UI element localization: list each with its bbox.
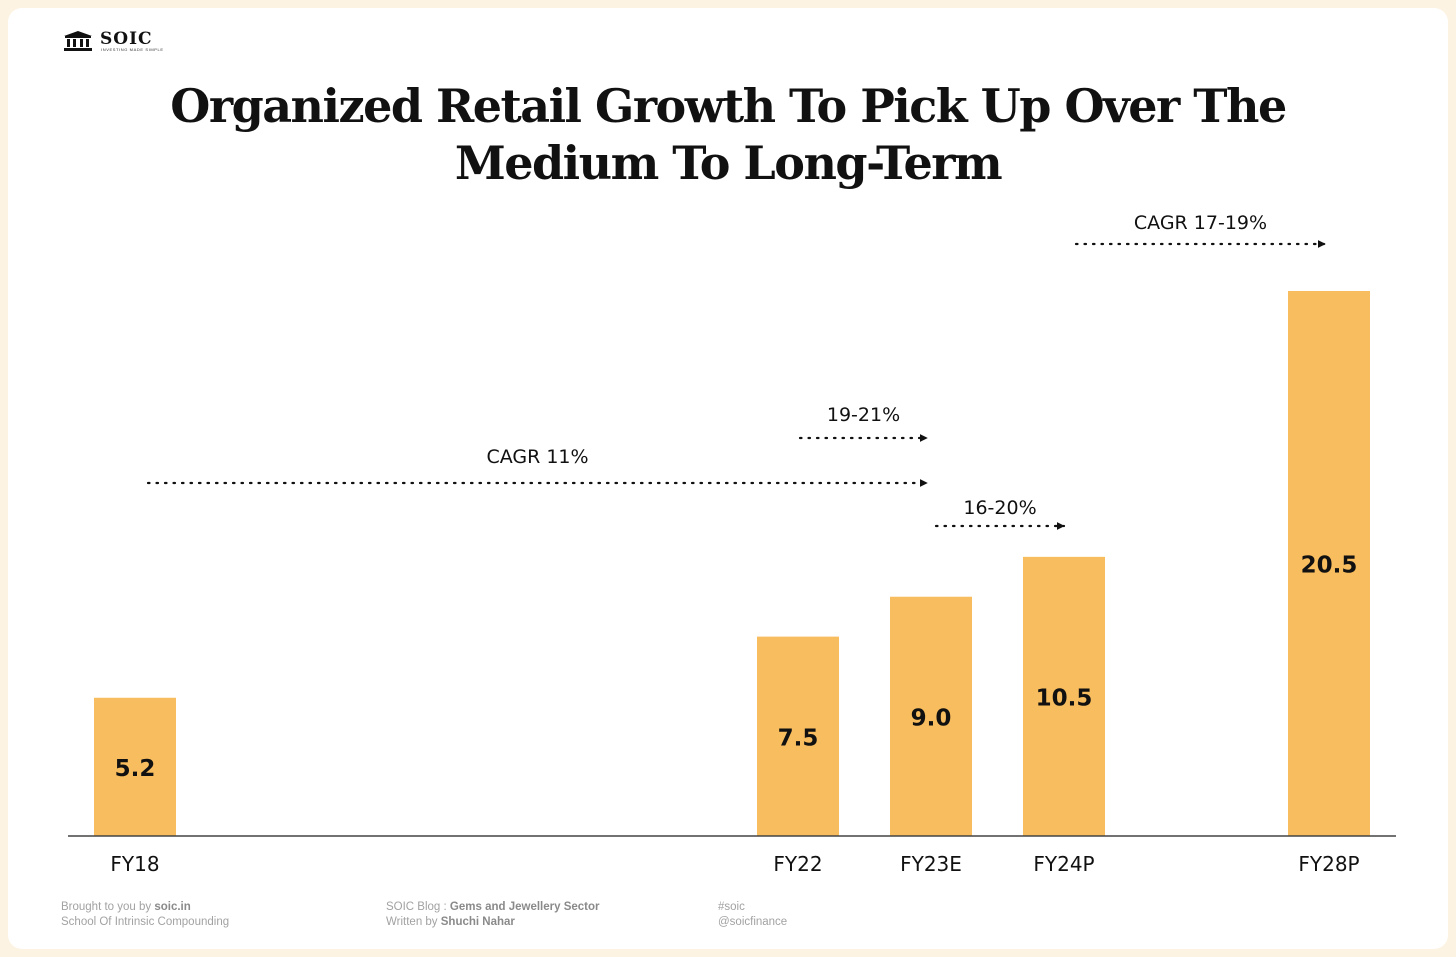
x-tick-label-fy24p: FY24P: [1033, 852, 1094, 876]
cagr-annotation-label-2: 19-21%: [827, 404, 900, 426]
cagr-annotation-label-3: 16-20%: [963, 497, 1036, 519]
bar-fy18: [94, 697, 176, 836]
footer-credit-prefix: Brought to you by: [61, 901, 155, 913]
cagr-annotation-label-1: CAGR 11%: [486, 446, 588, 468]
chart-title-line-1: Organized Retail Growth To Pick Up Over …: [170, 79, 1287, 133]
data-label-fy23e: 9.0: [911, 705, 952, 731]
footer-blog-prefix: SOIC Blog :: [386, 901, 450, 913]
footer-site-link[interactable]: soic.in: [154, 901, 191, 913]
bar-fy24p: [1023, 556, 1105, 836]
footer-handle[interactable]: @soicfinance: [718, 916, 788, 928]
x-tick-label-fy23e: FY23E: [900, 852, 962, 876]
chart-title: Organized Retail Growth To Pick Up Over …: [0, 78, 1456, 192]
x-tick-label-fy22: FY22: [773, 852, 822, 876]
x-tick-label-fy28p: FY28P: [1298, 852, 1359, 876]
chart-title-line-2: Medium To Long-Term: [454, 136, 1003, 190]
footer-hashtag[interactable]: #soic: [718, 901, 745, 913]
footer-author: Shuchi Nahar: [440, 916, 515, 928]
data-label-fy18: 5.2: [115, 756, 156, 782]
data-label-fy28p: 20.5: [1301, 553, 1358, 579]
footer-social: #soic @soicfinance: [718, 900, 787, 930]
footer-blog-topic: Gems and Jewellery Sector: [449, 901, 600, 913]
footer-blog: SOIC Blog : Gems and Jewellery Sector Wr…: [386, 900, 600, 930]
building-icon: [64, 31, 92, 51]
footer-credit: Brought to you by soic.in School Of Intr…: [61, 900, 229, 930]
bar-fy28p: [1288, 291, 1370, 836]
data-label-fy22: 7.5: [778, 725, 819, 751]
footer-school-name: School Of Intrinsic Compounding: [61, 916, 230, 928]
data-label-fy24p: 10.5: [1036, 685, 1093, 711]
cagr-annotation-label-4: CAGR 17-19%: [1134, 212, 1267, 234]
bar-fy22: [757, 636, 839, 836]
footer-written-by: Written by: [386, 916, 441, 928]
brand-tagline: INVESTING MADE SIMPLE: [101, 47, 164, 52]
bar-fy23e: [890, 596, 972, 836]
brand-name: SOIC: [100, 29, 153, 49]
card-background: [8, 8, 1448, 949]
x-tick-label-fy18: FY18: [110, 852, 159, 876]
